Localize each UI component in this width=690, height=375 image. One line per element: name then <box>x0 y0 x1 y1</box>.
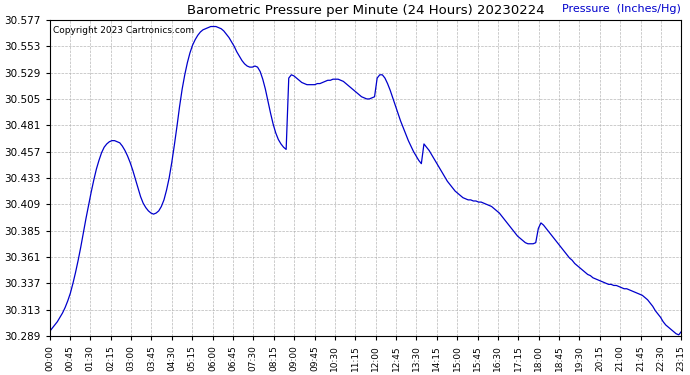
Text: Copyright 2023 Cartronics.com: Copyright 2023 Cartronics.com <box>52 26 194 35</box>
Text: Pressure  (Inches/Hg): Pressure (Inches/Hg) <box>562 4 681 13</box>
Title: Barometric Pressure per Minute (24 Hours) 20230224: Barometric Pressure per Minute (24 Hours… <box>186 4 544 17</box>
